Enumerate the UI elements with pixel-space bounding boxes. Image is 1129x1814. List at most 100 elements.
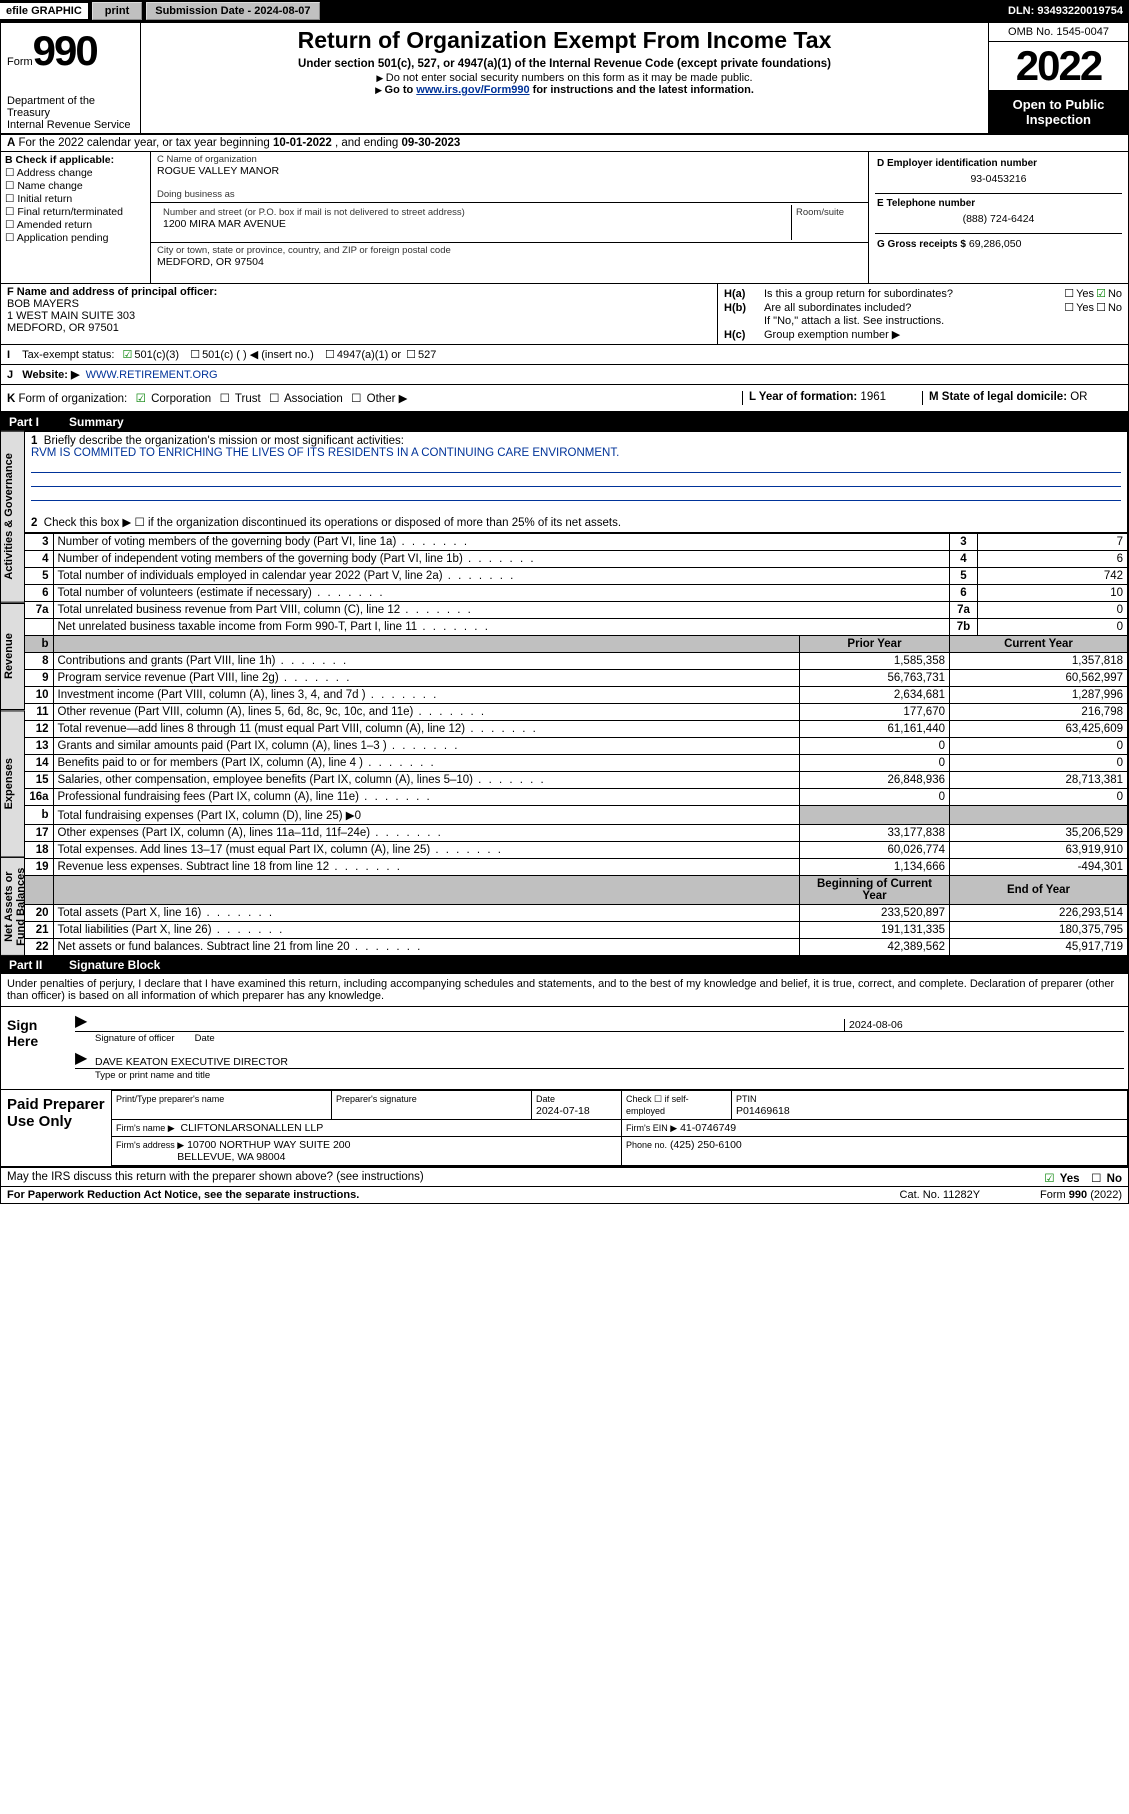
omb-number: OMB No. 1545-0047 bbox=[989, 23, 1128, 42]
subtitle-1: Under section 501(c), 527, or 4947(a)(1)… bbox=[149, 58, 980, 70]
dba-label: Doing business as bbox=[157, 189, 862, 200]
side-tabs: Activities & Governance Revenue Expenses… bbox=[1, 431, 25, 956]
summary-table: 3Number of voting members of the governi… bbox=[25, 533, 1128, 956]
chk-final-return[interactable]: Final return/terminated bbox=[5, 206, 146, 218]
col-b: B Check if applicable: Address change Na… bbox=[1, 152, 151, 283]
officer-typed-label: Type or print name and title bbox=[75, 1069, 1124, 1085]
tab-revenue: Revenue bbox=[1, 603, 25, 710]
website-link[interactable]: WWW.RETIREMENT.ORG bbox=[86, 369, 218, 381]
col-h: H(a) Is this a group return for subordin… bbox=[718, 284, 1128, 344]
org-address: 1200 MIRA MAR AVENUE bbox=[163, 218, 785, 230]
part1-header: Part I Summary bbox=[1, 413, 1128, 431]
a-mid: , and ending bbox=[335, 137, 402, 149]
chk-501c3[interactable] bbox=[121, 348, 135, 361]
hb-yes[interactable] bbox=[1062, 301, 1076, 314]
col-c: C Name of organization ROGUE VALLEY MANO… bbox=[151, 152, 868, 283]
sig-arrow-icon-2: ▶ bbox=[75, 1048, 95, 1068]
irs-link[interactable]: www.irs.gov/Form990 bbox=[416, 84, 529, 96]
l-label: L Year of formation: bbox=[749, 391, 857, 403]
ha-text: Is this a group return for subordinates? bbox=[764, 288, 1062, 300]
hb-text: Are all subordinates included? bbox=[764, 302, 1062, 314]
row-j: J Website: ▶ WWW.RETIREMENT.ORG bbox=[1, 365, 1128, 385]
i-title: Tax-exempt status: bbox=[22, 349, 114, 361]
header-left: Form990 Department of the Treasury Inter… bbox=[1, 23, 141, 133]
chk-assoc[interactable] bbox=[267, 393, 281, 405]
chk-other[interactable] bbox=[349, 393, 363, 405]
chk-initial-return[interactable]: Initial return bbox=[5, 193, 146, 205]
phone-value: (888) 724-6424 bbox=[877, 213, 1120, 225]
no-label: No bbox=[1108, 288, 1122, 300]
e-label: E Telephone number bbox=[877, 198, 1120, 209]
chk-corp[interactable] bbox=[134, 393, 148, 405]
sig-date-label: Date bbox=[175, 1032, 455, 1048]
prep-sig-label: Preparer's signature bbox=[336, 1094, 417, 1104]
yes-label: Yes bbox=[1076, 288, 1094, 300]
chk-name-change[interactable]: Name change bbox=[5, 180, 146, 192]
discuss-yes[interactable] bbox=[1042, 1173, 1056, 1185]
sign-here-block: Sign Here ▶ 2024-08-06 Signature of offi… bbox=[1, 1007, 1128, 1090]
tax-year: 2022 bbox=[989, 42, 1128, 91]
firm-name-label: Firm's name ▶ bbox=[116, 1123, 175, 1133]
a-end: 09-30-2023 bbox=[402, 137, 461, 149]
b-label: B Check if applicable: bbox=[5, 154, 114, 166]
q1-num: 1 bbox=[31, 435, 37, 447]
form-page: Form990 Department of the Treasury Inter… bbox=[0, 22, 1129, 1204]
sig-officer-label: Signature of officer bbox=[75, 1032, 175, 1048]
sign-here-label: Sign Here bbox=[1, 1007, 71, 1089]
tab-governance: Activities & Governance bbox=[1, 431, 25, 603]
a-text: For the 2022 calendar year, or tax year … bbox=[19, 137, 273, 149]
hb-label: H(b) bbox=[724, 302, 764, 314]
i-label: I bbox=[7, 349, 10, 361]
opt-trust: Trust bbox=[235, 393, 261, 405]
form-title: Return of Organization Exempt From Incom… bbox=[149, 27, 980, 54]
prep-date: 2024-07-18 bbox=[536, 1105, 590, 1117]
room-label: Room/suite bbox=[796, 207, 844, 218]
footer-mid: Cat. No. 11282Y bbox=[900, 1189, 981, 1201]
sig-intro: Under penalties of perjury, I declare th… bbox=[1, 974, 1128, 1007]
ein-value: 93-0453216 bbox=[877, 173, 1120, 185]
g-label: G Gross receipts $ bbox=[877, 239, 966, 250]
chk-trust[interactable] bbox=[218, 393, 232, 405]
discuss-yes-label: Yes bbox=[1060, 1173, 1080, 1185]
section-b-to-g: B Check if applicable: Address change Na… bbox=[1, 152, 1128, 284]
opt-corp: Corporation bbox=[151, 393, 211, 405]
state-domicile: OR bbox=[1070, 391, 1087, 403]
col-d-e-g: D Employer identification number 93-0453… bbox=[868, 152, 1128, 283]
officer-typed: DAVE KEATON EXECUTIVE DIRECTOR bbox=[95, 1056, 1124, 1068]
submission-date-button[interactable]: Submission Date - 2024-08-07 bbox=[146, 2, 319, 20]
preparer-table: Print/Type preparer's name Preparer's si… bbox=[111, 1090, 1128, 1166]
form-header: Form990 Department of the Treasury Inter… bbox=[1, 23, 1128, 135]
print-button[interactable]: print bbox=[92, 2, 142, 20]
chk-address-change[interactable]: Address change bbox=[5, 167, 146, 179]
header-mid: Return of Organization Exempt From Incom… bbox=[141, 23, 988, 133]
sig-arrow-icon: ▶ bbox=[75, 1011, 95, 1031]
chk-501c[interactable] bbox=[188, 348, 202, 361]
subtitle-2: Do not enter social security numbers on … bbox=[149, 72, 980, 84]
go-to-suffix: for instructions and the latest informat… bbox=[530, 84, 754, 96]
discuss-no[interactable] bbox=[1089, 1173, 1103, 1185]
chk-4947[interactable] bbox=[323, 348, 337, 361]
dept-label: Department of the Treasury Internal Reve… bbox=[7, 95, 136, 131]
go-to-prefix: Go to bbox=[385, 84, 417, 96]
ha-no[interactable] bbox=[1094, 287, 1108, 300]
part1-num: Part I bbox=[9, 415, 69, 429]
firm-ein-label: Firm's EIN ▶ bbox=[626, 1123, 677, 1133]
chk-527[interactable] bbox=[404, 348, 418, 361]
prep-name-label: Print/Type preparer's name bbox=[116, 1094, 224, 1104]
ptin-label: PTIN bbox=[736, 1094, 757, 1104]
opt-assoc: Association bbox=[284, 393, 343, 405]
officer-addr2: MEDFORD, OR 97501 bbox=[7, 322, 119, 334]
discuss-text: May the IRS discuss this return with the… bbox=[7, 1171, 424, 1183]
chk-amended[interactable]: Amended return bbox=[5, 219, 146, 231]
part1-title: Summary bbox=[69, 415, 1120, 429]
q1-text: Briefly describe the organization's miss… bbox=[44, 435, 404, 447]
chk-app-pending[interactable]: Application pending bbox=[5, 232, 146, 244]
sig-date: 2024-08-06 bbox=[844, 1019, 1124, 1031]
ha-yes[interactable] bbox=[1062, 287, 1076, 300]
form-number: 990 bbox=[33, 27, 97, 74]
q1-block: 1 Briefly describe the organization's mi… bbox=[25, 431, 1128, 533]
f-label: F Name and address of principal officer: bbox=[7, 286, 217, 298]
a-label: A bbox=[7, 137, 15, 149]
hb-no[interactable] bbox=[1094, 301, 1108, 314]
self-emp-label: Check ☐ if self-employed bbox=[626, 1094, 689, 1116]
